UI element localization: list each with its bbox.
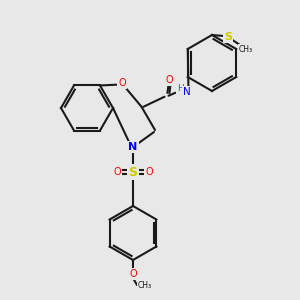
Text: CH₃: CH₃: [239, 44, 253, 53]
Text: CH₃: CH₃: [138, 281, 152, 290]
Text: O: O: [166, 75, 173, 85]
Text: O: O: [145, 167, 153, 177]
Text: H: H: [177, 84, 184, 93]
Text: O: O: [113, 167, 121, 177]
Text: N: N: [128, 142, 138, 152]
Text: S: S: [224, 32, 232, 42]
Text: N: N: [183, 87, 190, 97]
Text: S: S: [128, 166, 137, 178]
Text: O: O: [118, 79, 126, 88]
Text: O: O: [129, 269, 137, 279]
